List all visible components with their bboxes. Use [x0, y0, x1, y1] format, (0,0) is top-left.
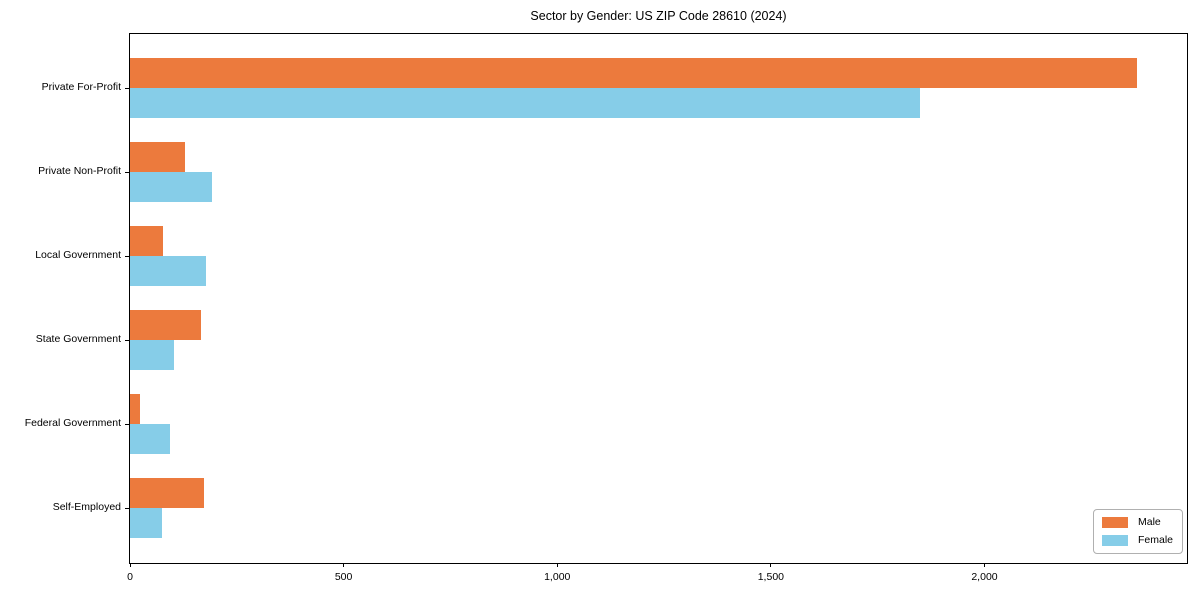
y-axis-labels: Private For-Profit Private Non-Profit Loca… — [0, 33, 121, 562]
bar-male-private-for-profit — [130, 58, 1137, 88]
legend-swatch-female-icon — [1101, 535, 1128, 546]
x-axis-tick — [770, 563, 772, 567]
y-axis-label-private-non-profit: Private Non-Profit — [38, 165, 121, 177]
x-axis-label-0: 0 — [127, 571, 133, 583]
legend-swatch-male-icon — [1101, 517, 1128, 528]
bar-male-state-government — [130, 310, 201, 340]
y-axis-tick — [125, 507, 129, 509]
legend: Male Female — [1092, 509, 1183, 554]
chart-title: Sector by Gender: US ZIP Code 28610 (202… — [530, 9, 787, 23]
bar-male-local-government — [130, 226, 164, 256]
legend-label-female: Female — [1137, 534, 1173, 546]
y-axis-tick — [125, 87, 129, 89]
x-axis-tick — [129, 563, 131, 567]
bar-female-local-government — [130, 256, 206, 286]
x-axis-tick — [983, 563, 985, 567]
legend-item-female: Female — [1101, 534, 1173, 547]
legend-item-male: Male — [1101, 516, 1173, 529]
bar-male-self-employed — [130, 478, 205, 508]
y-axis-label-federal-government: Federal Government — [24, 417, 121, 429]
bar-female-self-employed — [130, 508, 162, 538]
bar-male-private-non-profit — [130, 142, 186, 172]
x-axis-label-2000: 2,000 — [971, 571, 998, 583]
y-axis-label-self-employed: Self-Employed — [52, 501, 121, 513]
bar-female-federal-government — [130, 424, 171, 454]
bar-male-federal-government — [130, 394, 141, 424]
y-axis-label-private-for-profit: Private For-Profit — [41, 81, 121, 93]
x-axis-label-1500: 1,500 — [757, 571, 784, 583]
y-axis-label-state-government: State Government — [35, 333, 121, 345]
x-axis-label-1000: 1,000 — [544, 571, 571, 583]
y-axis-tick — [125, 339, 129, 341]
x-axis-tick — [556, 563, 558, 567]
bar-female-private-non-profit — [130, 172, 212, 202]
y-axis-tick — [125, 423, 129, 425]
y-axis-label-local-government: Local Government — [35, 249, 121, 261]
legend-label-male: Male — [1137, 516, 1161, 528]
bar-female-private-for-profit — [130, 88, 920, 118]
y-axis-tick — [125, 171, 129, 173]
x-axis-label-500: 500 — [334, 571, 353, 583]
plot-area: Male Female 0 500 1,000 1,500 2,000 — [125, 33, 1188, 583]
x-axis-tick — [343, 563, 345, 567]
bar-female-state-government — [130, 340, 175, 370]
y-axis-tick — [125, 255, 129, 257]
